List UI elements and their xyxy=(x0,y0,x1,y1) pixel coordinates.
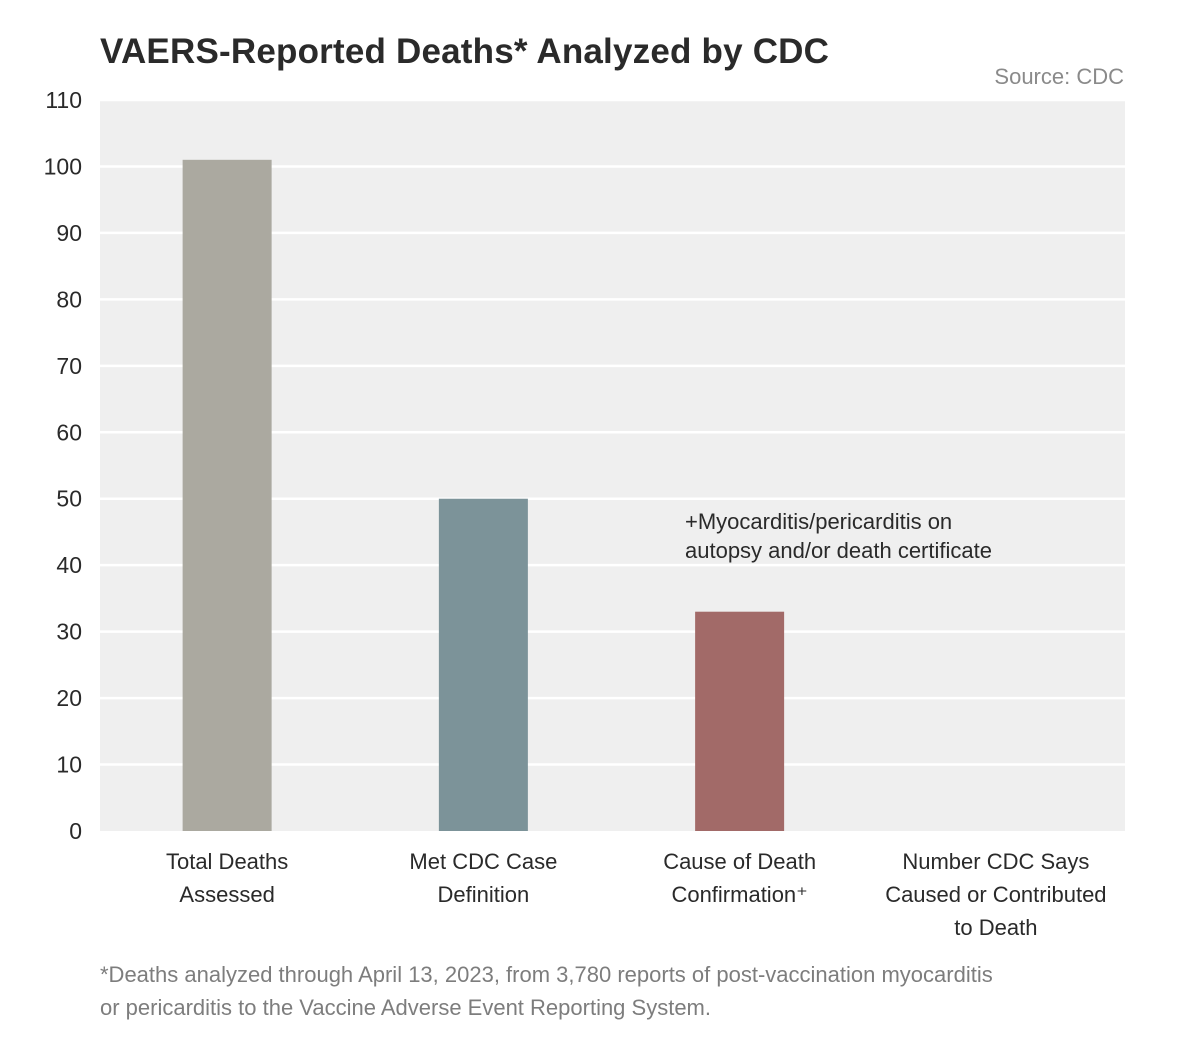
bar-2 xyxy=(695,611,785,831)
x-category-label: Definition xyxy=(438,882,530,907)
y-tick-label: 90 xyxy=(56,220,82,246)
y-tick-label: 20 xyxy=(56,685,82,711)
x-category-label: Caused or Contributed xyxy=(885,882,1106,907)
footnote: *Deaths analyzed through April 13, 2023,… xyxy=(100,958,993,1024)
y-tick-label: 30 xyxy=(56,619,82,645)
y-tick-label: 50 xyxy=(56,486,82,512)
x-category-label: Number CDC Says xyxy=(902,849,1089,874)
footnote-line-1: *Deaths analyzed through April 13, 2023,… xyxy=(100,962,993,987)
x-category-label: Cause of Death xyxy=(663,849,816,874)
annotation-line-2: autopsy and/or death certificate xyxy=(685,538,992,563)
y-axis-ticks: 0 10 20 30 40 50 60 70 80 90 100 110 xyxy=(44,87,82,844)
annotation-note: +Myocarditis/pericarditis on autopsy and… xyxy=(685,507,992,565)
source-label: Source: CDC xyxy=(994,64,1124,89)
bar-0 xyxy=(182,159,272,832)
footnote-line-2: or pericarditis to the Vaccine Adverse E… xyxy=(100,995,711,1020)
y-tick-label: 100 xyxy=(44,153,82,179)
x-axis-labels: Total Deaths Assessed Met CDC Case Definiti… xyxy=(166,849,1107,940)
annotation-line-1: +Myocarditis/pericarditis on xyxy=(685,509,953,534)
bars xyxy=(182,159,785,832)
y-tick-label: 80 xyxy=(56,286,82,312)
y-tick-label: 110 xyxy=(45,87,82,113)
x-category-label: Total Deaths xyxy=(166,849,288,874)
y-tick-label: 70 xyxy=(56,353,82,379)
x-category-label: to Death xyxy=(954,915,1037,940)
y-tick-label: 40 xyxy=(56,552,82,578)
bar-1 xyxy=(438,498,528,831)
y-tick-label: 60 xyxy=(56,419,82,445)
x-category-label: Met CDC Case xyxy=(409,849,557,874)
chart-title: VAERS-Reported Deaths* Analyzed by CDC xyxy=(100,32,830,71)
x-category-label: Confirmation⁺ xyxy=(671,882,807,907)
y-tick-label: 10 xyxy=(56,752,82,778)
x-category-label: Assessed xyxy=(179,882,274,907)
y-tick-label: 0 xyxy=(69,818,82,844)
